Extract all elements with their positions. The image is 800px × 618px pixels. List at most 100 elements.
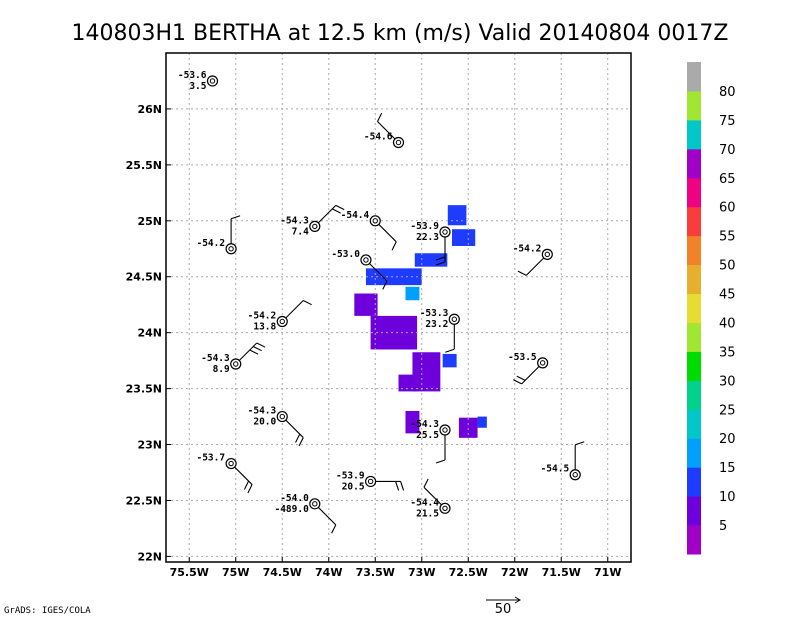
observation: -54.38.9	[201, 342, 266, 375]
observation: -53.323.2	[420, 308, 460, 353]
station-marker	[392, 136, 405, 149]
wind-barb-flag	[435, 256, 446, 261]
chart-title: 140803H1 BERTHA at 12.5 km (m/s) Valid 2…	[72, 21, 729, 46]
y-tick-label: 22.5N	[126, 494, 162, 507]
station-marker	[276, 410, 288, 423]
wind-cell	[451, 229, 476, 246]
observation-pressure: -54.2	[248, 310, 277, 321]
observation-pressure: -53.7	[196, 453, 225, 464]
wind-barb-flag	[230, 215, 241, 220]
station-marker	[569, 469, 581, 481]
wind-barb-flag	[400, 481, 405, 491]
x-tick-label: 75W	[222, 566, 249, 579]
station-marker	[309, 498, 321, 510]
station-marker-inner	[395, 139, 402, 146]
station-marker-inner	[372, 218, 378, 224]
wind-cell	[447, 205, 467, 226]
station-marker	[537, 357, 549, 369]
wind-barb-flag	[575, 441, 585, 446]
colorbar-swatch	[687, 206, 701, 237]
station-marker-inner	[572, 472, 578, 478]
colorbar-label: 20	[719, 432, 736, 447]
wind-barb-flag	[295, 433, 301, 443]
wind-cell	[477, 416, 487, 428]
station-marker	[448, 313, 460, 325]
x-tick-label: 73.5W	[356, 566, 395, 579]
observation-value: 13.8	[253, 321, 276, 332]
wind-barb-flag	[332, 208, 341, 214]
wind-barb-staff	[234, 466, 253, 485]
observation-value: 25.5	[416, 430, 439, 441]
wind-barb-staff	[378, 223, 397, 243]
y-tick-label: 23N	[137, 439, 162, 452]
station-marker	[439, 502, 451, 514]
colorbar-swatch	[687, 62, 701, 92]
wind-barb-flag	[249, 349, 259, 355]
station-marker-inner	[442, 427, 448, 433]
colorbar-label: 15	[719, 461, 736, 476]
colorbar-swatch	[687, 409, 701, 439]
x-tick-label: 72.5W	[449, 566, 488, 579]
colorbar-swatch	[687, 264, 701, 295]
wind-barb-staff	[238, 342, 258, 361]
wind-barb-flag	[445, 348, 455, 353]
observation-value: 22.3	[416, 232, 439, 243]
colorbar-swatch	[687, 438, 701, 468]
y-tick-label: 23.5N	[126, 383, 162, 396]
station-marker-inner	[228, 246, 234, 252]
wind-cell	[398, 374, 418, 392]
wind-cell	[365, 268, 422, 286]
y-axis: 22N 22.5N 23N 23.5N 24N 24.5N 25N 25.5N 26N	[126, 103, 171, 563]
colorbar-label: 75	[719, 114, 736, 129]
observation-pressure: -54.4	[410, 497, 439, 508]
observation-pressure: -54.5	[541, 464, 570, 475]
colorbar-swatch	[687, 380, 701, 410]
wind-barb-flag	[517, 270, 527, 276]
observation-pressure: -54.0	[280, 493, 309, 504]
observation: -53.922.3	[410, 221, 451, 266]
station-marker	[439, 226, 451, 238]
observation-pressure: -53.3	[420, 308, 449, 319]
wind-barb-staff	[317, 205, 337, 224]
observation: -54.2	[513, 243, 553, 276]
colorbar-label: 65	[719, 172, 736, 187]
station-marker	[365, 475, 377, 488]
x-axis: 75.5W 75W 74.5W 74W 73.5W 73W 72.5W 72W 71.5W 71W	[170, 557, 621, 579]
colorbar-label: 40	[719, 316, 736, 331]
observation-value: 23.2	[425, 319, 448, 330]
observation-pressure: -54.6	[364, 131, 393, 142]
colorbar-label: 10	[719, 490, 736, 505]
gridlines	[166, 53, 631, 562]
colorbar-swatch	[687, 235, 701, 266]
observation: -54.4	[341, 210, 397, 251]
wind-barb-staff	[521, 365, 540, 385]
wind-barb-staff	[317, 506, 337, 526]
observation-value: 20.5	[342, 481, 365, 492]
observation-value: 20.0	[253, 417, 276, 428]
station-marker	[276, 315, 288, 328]
observation-value: 3.5	[189, 81, 206, 92]
station-marker	[309, 220, 321, 232]
observation: -53.0	[331, 249, 388, 290]
observation-value: 7.4	[292, 226, 309, 237]
wind-cell	[405, 286, 420, 301]
observation-pressure: -54.3	[201, 353, 230, 364]
station-marker	[369, 215, 381, 227]
station-marker-inner	[279, 318, 285, 325]
wind-barb-flag	[377, 112, 383, 122]
observation-pressure: -54.4	[341, 210, 370, 221]
wind-barb-flag	[253, 346, 262, 352]
observation-pressure: -53.5	[508, 352, 537, 363]
colorbar-label: 45	[719, 288, 736, 303]
station-marker-inner	[233, 361, 239, 367]
colorbar-swatch	[687, 177, 701, 208]
station-marker-inner	[209, 78, 216, 84]
observation: -54.5	[541, 441, 585, 481]
observation-pressure: -53.9	[410, 221, 439, 232]
wind-barb-flag	[395, 481, 400, 491]
station-marker-inner	[539, 360, 546, 366]
reference-vector-label: 50	[495, 602, 512, 617]
wind-barb-flag	[335, 204, 345, 211]
plot-frame	[165, 52, 632, 563]
x-tick-label: 71.5W	[542, 566, 581, 579]
